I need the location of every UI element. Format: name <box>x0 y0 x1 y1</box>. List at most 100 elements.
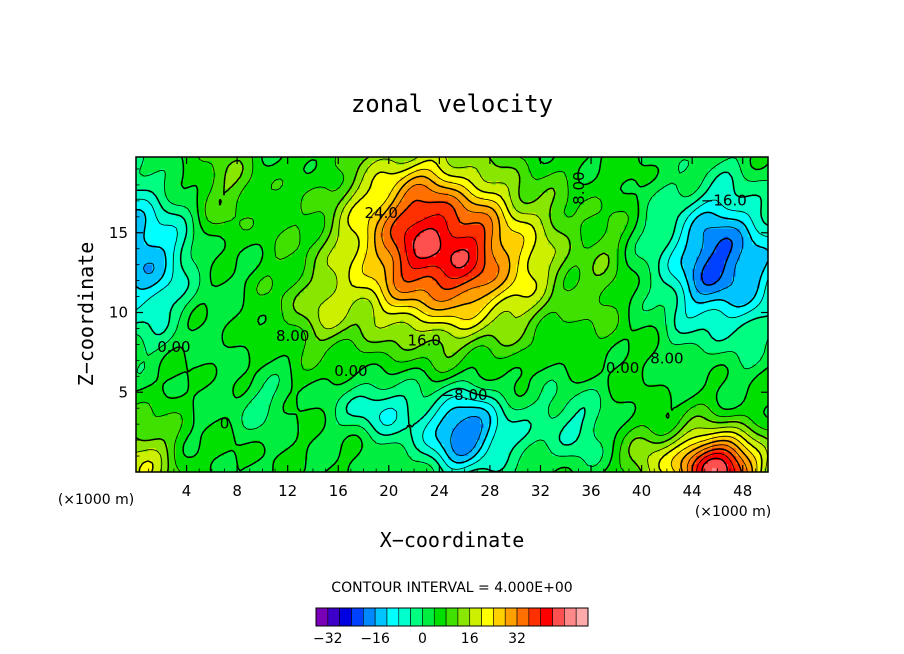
field-cell <box>396 240 401 246</box>
field-cell <box>736 268 741 274</box>
field-cell <box>164 220 169 226</box>
field-cell <box>364 248 369 254</box>
field-cell <box>224 192 229 198</box>
field-cell <box>508 157 513 162</box>
field-cell <box>532 224 537 230</box>
field-cell <box>760 176 765 182</box>
field-cell <box>332 172 337 178</box>
field-cell <box>644 208 649 214</box>
field-cell <box>216 228 221 234</box>
field-cell <box>560 216 565 222</box>
field-cell <box>240 228 245 234</box>
field-cell <box>660 260 665 266</box>
field-cell <box>248 232 253 238</box>
field-cell <box>292 176 297 182</box>
field-cell <box>616 160 621 166</box>
field-cell <box>640 220 645 226</box>
field-cell <box>292 272 297 278</box>
field-cell <box>284 212 289 218</box>
field-cell <box>560 208 565 214</box>
field-cell <box>684 157 689 162</box>
field-cell <box>376 268 381 274</box>
field-cell <box>580 176 585 182</box>
field-cell <box>256 188 261 194</box>
field-cell <box>508 248 513 254</box>
field-cell <box>460 256 465 262</box>
field-cell <box>660 240 665 246</box>
field-cell <box>632 196 637 202</box>
field-cell <box>580 228 585 234</box>
field-cell <box>224 272 229 278</box>
field-cell <box>468 248 473 254</box>
field-cell <box>308 276 313 282</box>
field-cell <box>744 256 749 262</box>
field-cell <box>504 240 509 246</box>
field-cell <box>468 232 473 238</box>
field-cell <box>500 172 505 178</box>
field-cell <box>308 208 313 214</box>
field-cell <box>432 168 437 174</box>
field-cell <box>272 240 277 246</box>
field-cell <box>608 212 613 218</box>
field-cell <box>240 220 245 226</box>
field-cell <box>672 244 677 250</box>
field-cell <box>688 240 693 246</box>
field-cell <box>228 192 233 198</box>
field-cell <box>548 260 553 266</box>
field-cell <box>740 200 745 206</box>
field-cell <box>292 172 297 178</box>
field-cell <box>192 160 197 166</box>
field-cell <box>156 192 161 198</box>
field-cell <box>248 260 253 266</box>
field-cell <box>736 236 741 242</box>
field-cell <box>508 168 513 174</box>
field-cell <box>332 188 337 194</box>
field-cell <box>288 164 293 170</box>
field-cell <box>232 220 237 226</box>
field-cell <box>324 212 329 218</box>
field-cell <box>756 188 761 194</box>
field-cell <box>680 188 685 194</box>
field-cell <box>200 244 205 250</box>
field-cell <box>672 264 677 270</box>
field-cell <box>216 184 221 190</box>
field-cell <box>544 248 549 254</box>
field-cell <box>240 157 245 162</box>
field-cell <box>268 188 273 194</box>
field-cell <box>676 208 681 214</box>
field-cell <box>560 224 565 230</box>
field-cell <box>136 240 141 246</box>
field-cell <box>564 240 569 246</box>
field-cell <box>232 212 237 218</box>
field-cell <box>748 212 753 218</box>
field-cell <box>592 248 597 254</box>
field-cell <box>356 196 361 202</box>
field-cell <box>228 180 233 186</box>
field-cell <box>612 184 617 190</box>
field-cell <box>484 256 489 262</box>
field-cell <box>524 216 529 222</box>
field-cell <box>464 220 469 226</box>
field-cell <box>288 228 293 234</box>
field-cell <box>156 264 161 270</box>
field-cell <box>268 184 273 190</box>
field-cell <box>644 204 649 210</box>
field-cell <box>192 180 197 186</box>
field-cell <box>208 264 213 270</box>
field-cell <box>396 180 401 186</box>
field-cell <box>656 204 661 210</box>
field-cell <box>484 276 489 282</box>
field-cell <box>244 268 249 274</box>
field-cell <box>460 204 465 210</box>
field-cell <box>336 256 341 262</box>
field-cell <box>564 268 569 274</box>
field-cell <box>528 216 533 222</box>
field-cell <box>532 208 537 214</box>
field-cell <box>212 204 217 210</box>
field-cell <box>748 252 753 258</box>
field-cell <box>476 244 481 250</box>
field-cell <box>296 216 301 222</box>
field-cell <box>416 220 421 226</box>
field-cell <box>632 256 637 262</box>
field-cell <box>320 157 325 162</box>
